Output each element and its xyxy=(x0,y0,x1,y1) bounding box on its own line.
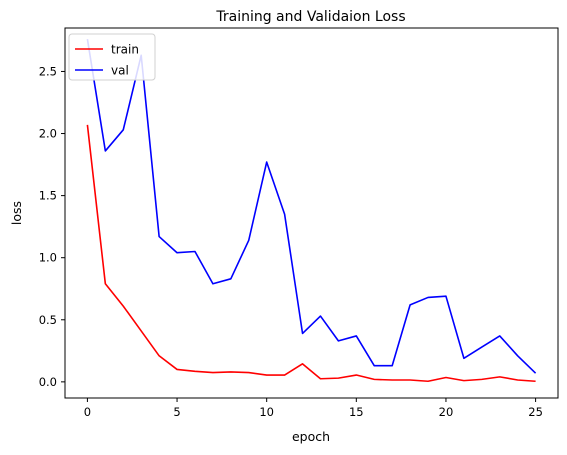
series-lines xyxy=(86,39,537,383)
chart-title: Training and Validaion Loss xyxy=(215,9,405,25)
plot-area xyxy=(64,27,559,399)
y-tick-label: 1.5 xyxy=(39,189,57,203)
x-tick-label: 5 xyxy=(173,405,180,419)
val-line xyxy=(86,39,537,374)
x-tick-label: 0 xyxy=(84,405,91,419)
y-tick-label: 1.0 xyxy=(39,251,57,265)
legend-box xyxy=(68,33,156,81)
y-tick-label: 2.0 xyxy=(39,127,57,141)
x-axis-label: epoch xyxy=(292,429,330,444)
x-tick-label: 15 xyxy=(349,405,364,419)
y-axis-label: loss xyxy=(9,201,24,225)
y-tick-label: 0.5 xyxy=(39,313,57,327)
y-tick-label: 0.0 xyxy=(39,375,57,389)
x-axis: 0 5 10 15 20 25 xyxy=(84,398,543,419)
legend-val-label: val xyxy=(111,64,129,78)
legend-train-label: train xyxy=(111,43,139,57)
legend: train val xyxy=(68,33,156,81)
y-tick-label: 2.5 xyxy=(39,64,57,78)
y-axis: 0.0 0.5 1.0 1.5 2.0 2.5 xyxy=(39,64,65,389)
x-tick-label: 20 xyxy=(439,405,454,419)
train-line xyxy=(86,124,536,383)
x-tick-label: 25 xyxy=(528,405,543,419)
x-tick-label: 10 xyxy=(259,405,274,419)
